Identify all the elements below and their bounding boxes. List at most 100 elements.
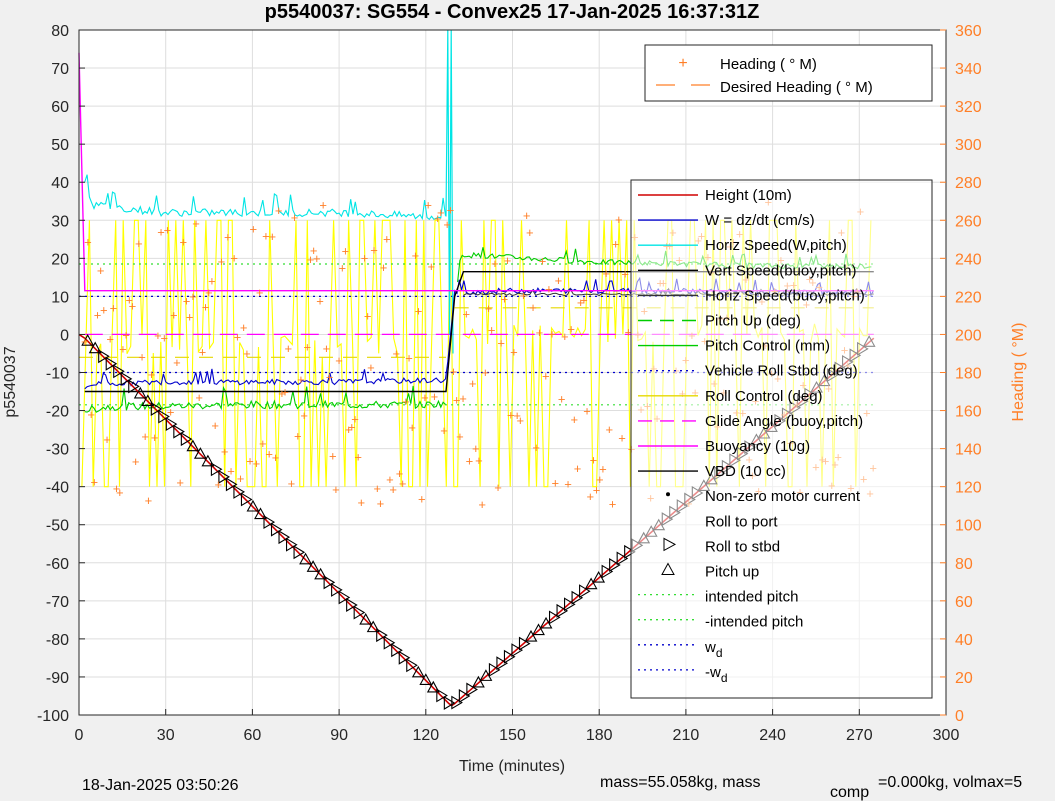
y-tick-label: -100: [37, 708, 69, 725]
heading-point: +: [294, 429, 302, 444]
heading-point: +: [399, 476, 407, 491]
pitch-roll-marker: [158, 409, 170, 424]
heading-point: +: [211, 418, 219, 433]
pitch-roll-marker: [201, 454, 215, 467]
heading-point: +: [103, 432, 111, 447]
y-tick-label: -20: [46, 404, 69, 421]
y-tick-label: 70: [51, 61, 69, 78]
pitch-roll-marker: [150, 402, 163, 416]
heading-point: +: [307, 252, 315, 267]
legend-main-label: VBD (10 cc): [705, 463, 786, 480]
heading-point: +: [580, 292, 588, 307]
series-horiz-speed-w: [84, 174, 447, 221]
heading-point: +: [599, 462, 607, 477]
heading-point: +: [504, 253, 512, 268]
y2-tick-label: 160: [955, 404, 982, 421]
heading-point: +: [113, 481, 121, 496]
legend-main-label: Roll to stbd: [705, 538, 780, 555]
legend-main-label: Pitch Control (mm): [705, 338, 830, 355]
heading-point: +: [551, 475, 559, 490]
y2-tick-label: 360: [955, 23, 982, 40]
x-axis-label: Time (minutes): [459, 758, 565, 775]
heading-point: +: [377, 496, 385, 511]
heading-point: +: [472, 441, 480, 456]
heading-point: +: [243, 346, 251, 361]
heading-point: +: [354, 450, 362, 465]
heading-point: +: [361, 250, 369, 265]
x-tick-label: 180: [586, 727, 613, 744]
y-tick-label: 30: [51, 213, 69, 230]
pitch-roll-marker: [436, 688, 448, 703]
legend-main-label: Vert Speed(buoy,pitch): [705, 262, 856, 279]
heading-point: +: [418, 491, 426, 506]
pitch-roll-marker: [285, 537, 298, 552]
heading-point: +: [183, 294, 191, 309]
y2-tick-label: 200: [955, 327, 982, 344]
y-axis-right: 3603403203002802602402202001801601401201…: [940, 23, 982, 725]
heading-point: +: [167, 405, 175, 420]
legend-main-label: Buoyancy (10g): [705, 438, 810, 455]
heading-point: +: [396, 466, 404, 481]
heading-point: +: [373, 481, 381, 496]
y-tick-label: -80: [46, 632, 69, 649]
pitch-roll-marker: [120, 371, 133, 386]
pitch-roll-marker: [601, 564, 614, 579]
series-horiz-speed-spike: [445, 29, 454, 354]
heading-point: +: [523, 208, 531, 223]
pitch-roll-marker: [466, 682, 478, 697]
heading-point: +: [176, 475, 184, 490]
legend-desired-heading-label: Desired Heading ( ° M): [720, 79, 873, 96]
heading-point: +: [259, 436, 267, 451]
heading-point: +: [326, 370, 334, 385]
heading-point: +: [97, 263, 105, 278]
x-tick-label: 270: [846, 727, 873, 744]
pitch-roll-marker: [496, 656, 509, 671]
pitch-roll-marker: [141, 394, 155, 407]
legend-heading-label: Heading ( ° M): [720, 56, 817, 73]
heading-point: +: [558, 391, 566, 406]
heading-point: +: [160, 330, 168, 345]
heading-point: +: [609, 496, 617, 511]
heading-point: +: [536, 325, 544, 340]
pitch-roll-marker: [518, 636, 531, 651]
legend-main-label: Non-zero motor current: [705, 488, 861, 505]
heading-point: +: [440, 423, 448, 438]
y2-tick-label: 0: [955, 708, 964, 725]
heading-point: +: [316, 294, 324, 309]
heading-point: +: [447, 203, 455, 218]
heading-point: +: [297, 372, 305, 387]
heading-point: +: [323, 341, 331, 356]
heading-point: +: [618, 430, 626, 445]
heading-point: +: [443, 217, 451, 232]
x-tick-label: 300: [933, 727, 960, 744]
legend-main-label: Vehicle Roll Stbd (deg): [705, 363, 858, 380]
legend-top: + Heading ( ° M) Desired Heading ( ° M): [644, 44, 933, 102]
legend-main-subscript: d: [716, 646, 723, 660]
heading-point: +: [157, 225, 165, 240]
heading-point: +: [625, 324, 633, 339]
heading-point: +: [383, 231, 391, 246]
pitch-roll-marker: [359, 612, 373, 625]
y2-tick-label: 120: [955, 480, 982, 497]
heading-point: +: [135, 236, 143, 251]
heading-point: +: [300, 408, 308, 423]
legend-main-label: Pitch Up (deg): [705, 313, 801, 330]
heading-point: +: [380, 260, 388, 275]
pitch-roll-marker: [210, 462, 223, 477]
pitch-roll-marker: [524, 629, 538, 642]
heading-point: +: [491, 256, 499, 271]
legend-main-label: intended pitch: [705, 589, 798, 606]
y2-axis-label: Heading ( °M): [1010, 323, 1027, 422]
heading-point: +: [272, 450, 280, 465]
heading-point: +: [596, 472, 604, 487]
series-vert-speed: [84, 271, 874, 393]
heading-point: +: [87, 407, 95, 422]
y2-tick-label: 300: [955, 137, 982, 154]
heading-point: +: [227, 464, 235, 479]
heading-point: +: [284, 341, 292, 356]
pitch-roll-marker: [278, 530, 291, 545]
heading-point: +: [278, 386, 286, 401]
pitch-roll-marker: [299, 552, 313, 565]
y-tick-label: -50: [46, 518, 69, 535]
heading-point: +: [571, 412, 579, 427]
